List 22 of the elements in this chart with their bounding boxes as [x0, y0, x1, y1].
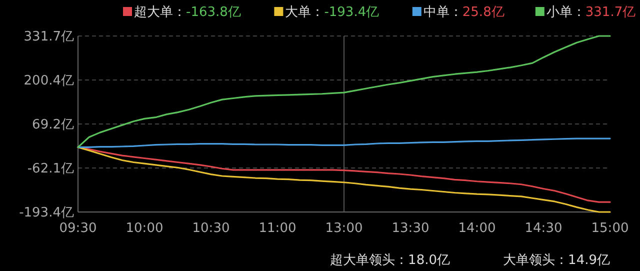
y-tick-label: -62.1亿	[27, 162, 74, 177]
legend-label: 中单：25.8亿	[423, 5, 504, 20]
text: 超大单领头：18.0亿	[330, 253, 450, 268]
legend-label: 大单：-193.4亿	[285, 5, 380, 20]
x-tick-label: 11:00	[258, 221, 296, 236]
line-series	[77, 35, 611, 148]
x-tick-label: 14:00	[458, 221, 496, 236]
y-tick-label: -193.4亿	[19, 206, 74, 221]
x-tick-label: 10:30	[192, 221, 230, 236]
y-tick-label: 200.4亿	[24, 74, 74, 89]
legend-label: 小单：331.7亿	[546, 5, 636, 20]
y-tick-label: 69.2亿	[32, 118, 74, 133]
text: 大单领头：14.9亿	[503, 253, 610, 268]
x-tick-label: 15:00	[591, 221, 629, 236]
x-tick-label: 13:30	[392, 221, 430, 236]
x-tick-label: 14:30	[524, 221, 562, 236]
y-tick-label: 331.7亿	[24, 30, 74, 45]
x-tick-label: 10:00	[126, 221, 164, 236]
legend-label: 超大单：-163.8亿	[134, 5, 241, 20]
line-series	[77, 138, 611, 148]
x-tick-label: 13:00	[325, 221, 363, 236]
x-tick-label: 09:30	[59, 221, 97, 236]
